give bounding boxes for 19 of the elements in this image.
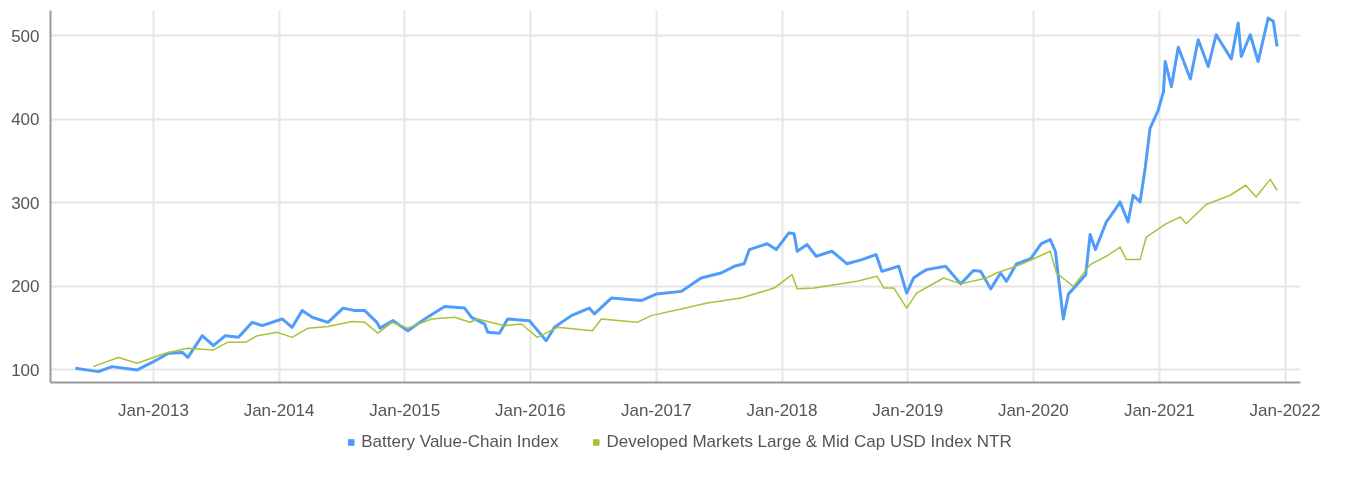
x-tick-label: Jan-2018 bbox=[746, 400, 818, 420]
legend-label: Battery Value-Chain Index bbox=[361, 432, 559, 452]
x-tick-label: Jan-2013 bbox=[117, 400, 189, 420]
y-tick-label: 100 bbox=[11, 360, 40, 380]
x-tick-label: Jan-2022 bbox=[1249, 400, 1321, 420]
legend-label: Developed Markets Large & Mid Cap USD Index NTR bbox=[606, 432, 1012, 452]
y-tick-label: 500 bbox=[11, 26, 40, 46]
x-tick-label: Jan-2016 bbox=[494, 400, 566, 420]
x-tick-label: Jan-2015 bbox=[369, 400, 441, 420]
y-tick-label: 200 bbox=[11, 277, 40, 297]
x-tick-label: Jan-2014 bbox=[243, 400, 315, 420]
x-tick-label: Jan-2020 bbox=[997, 400, 1069, 420]
x-tick-label: Jan-2019 bbox=[872, 400, 944, 420]
line-series bbox=[92, 178, 1278, 368]
y-tick-label: 300 bbox=[11, 193, 40, 213]
x-tick-label: Jan-2021 bbox=[1123, 400, 1195, 420]
y-tick-label: 400 bbox=[11, 110, 40, 130]
x-tick-label: Jan-2017 bbox=[620, 400, 692, 420]
line-series bbox=[73, 16, 1279, 374]
